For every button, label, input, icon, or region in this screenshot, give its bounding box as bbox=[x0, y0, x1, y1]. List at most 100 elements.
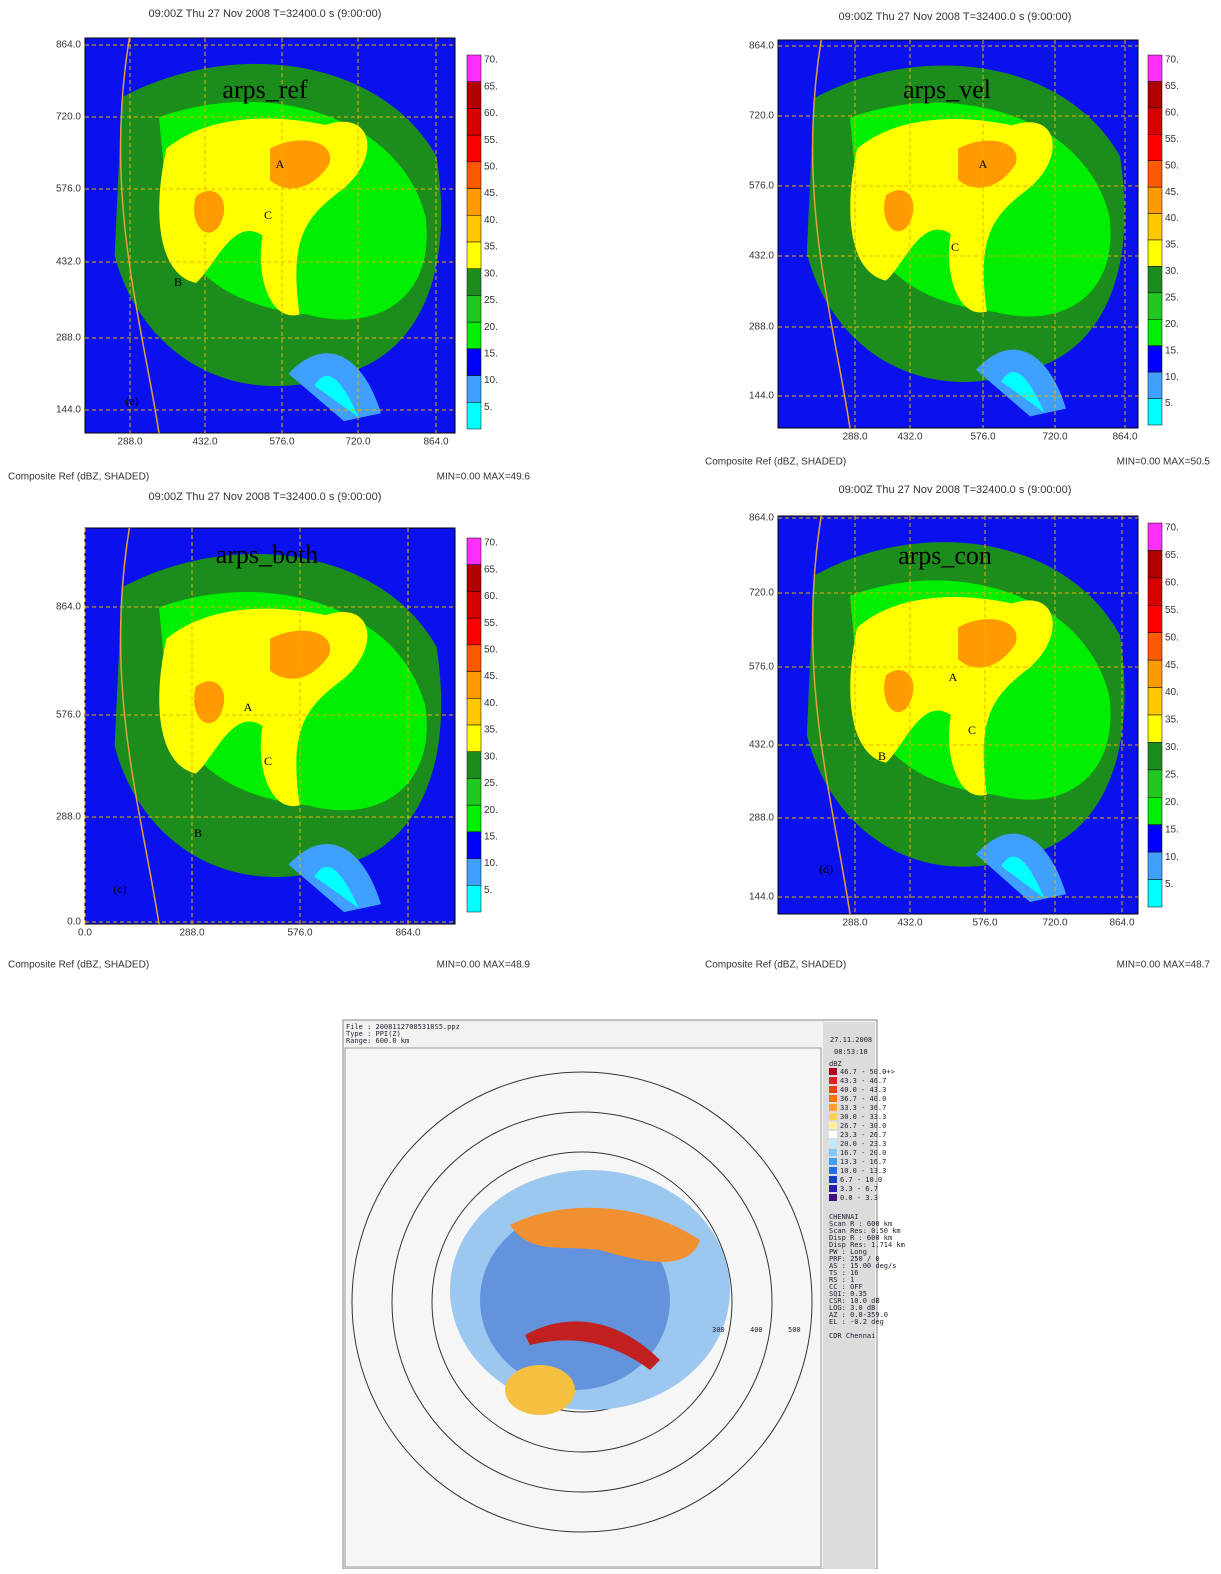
colorbar-label: 55. bbox=[1165, 134, 1179, 145]
colorbar-label: 60. bbox=[1165, 577, 1179, 588]
colorbar-label: 70. bbox=[484, 55, 498, 66]
radar-info: EL : -0.2 deg bbox=[829, 1318, 884, 1326]
colorbar-label: 25. bbox=[484, 295, 498, 306]
y-tick-label: 576.0 bbox=[56, 184, 81, 195]
colorbar-label: 35. bbox=[1165, 240, 1179, 251]
ring-label: 500 bbox=[788, 1326, 801, 1334]
colorbar-cell bbox=[1148, 293, 1162, 319]
colorbar-label: 30. bbox=[1165, 266, 1179, 277]
colorbar-cell bbox=[467, 538, 481, 565]
colorbar-cell bbox=[1148, 108, 1162, 134]
colorbar-label: 20. bbox=[484, 322, 498, 333]
colorbar-cell bbox=[1148, 578, 1162, 605]
point-label: C bbox=[264, 208, 272, 222]
colorbar-label: 40. bbox=[484, 215, 498, 226]
colorbar-cell bbox=[467, 135, 481, 162]
x-tick-label: 720.0 bbox=[1042, 432, 1067, 443]
colorbar-cell bbox=[467, 295, 481, 322]
echo-area bbox=[505, 1365, 575, 1415]
x-tick-label: 288.0 bbox=[117, 437, 142, 448]
footer-left: Composite Ref (dBZ, SHADED) bbox=[8, 960, 149, 971]
legend-unit: dBZ bbox=[829, 1060, 842, 1068]
colorbar-cell bbox=[1148, 742, 1162, 769]
footer-left: Composite Ref (dBZ, SHADED) bbox=[705, 457, 846, 468]
legend-swatch bbox=[829, 1167, 837, 1174]
colorbar-label: 30. bbox=[484, 751, 498, 762]
colorbar-label: 10. bbox=[1165, 852, 1179, 863]
colorbar-cell bbox=[467, 242, 481, 269]
experiment-label: arps_both bbox=[216, 540, 319, 569]
colorbar-label: 60. bbox=[484, 108, 498, 119]
colorbar-cell bbox=[1148, 880, 1162, 907]
colorbar-label: 15. bbox=[484, 348, 498, 359]
x-tick-label: 576.0 bbox=[269, 437, 294, 448]
legend-swatch bbox=[829, 1131, 837, 1138]
legend-label: 33.3 - 36.7 bbox=[840, 1104, 886, 1112]
y-tick-label: 576.0 bbox=[56, 710, 81, 721]
legend-swatch bbox=[829, 1149, 837, 1156]
legend-label: 30.0 - 33.3 bbox=[840, 1113, 886, 1121]
panel: 09:00Z Thu 27 Nov 2008 T=32400.0 s (9:00… bbox=[705, 11, 1210, 468]
legend-swatch bbox=[829, 1194, 837, 1201]
colorbar-label: 5. bbox=[1165, 879, 1173, 890]
point-label: B bbox=[194, 826, 202, 840]
colorbar-cell bbox=[467, 805, 481, 832]
experiment-label: arps_ref bbox=[222, 75, 308, 104]
legend-label: 6.7 - 10.0 bbox=[840, 1176, 882, 1184]
y-tick-label: 864.0 bbox=[56, 602, 81, 613]
legend-label: 43.3 - 46.7 bbox=[840, 1077, 886, 1085]
colorbar-cell bbox=[467, 55, 481, 82]
y-tick-label: 432.0 bbox=[749, 251, 774, 262]
colorbar-label: 65. bbox=[484, 564, 498, 575]
point-label: (a) bbox=[125, 394, 138, 408]
footer-right: MIN=0.00 MAX=49.6 bbox=[437, 472, 531, 483]
colorbar-cell bbox=[1148, 372, 1162, 398]
footer-right: MIN=0.00 MAX=50.5 bbox=[1117, 457, 1211, 468]
colorbar-label: 15. bbox=[484, 831, 498, 842]
x-tick-label: 432.0 bbox=[192, 437, 217, 448]
colorbar-cell bbox=[1148, 715, 1162, 742]
colorbar-label: 35. bbox=[484, 242, 498, 253]
panel-header: 09:00Z Thu 27 Nov 2008 T=32400.0 s (9:00… bbox=[839, 484, 1072, 496]
colorbar-cell bbox=[467, 402, 481, 429]
colorbar-label: 40. bbox=[1165, 687, 1179, 698]
y-tick-label: 144.0 bbox=[56, 405, 81, 416]
colorbar-label: 55. bbox=[484, 618, 498, 629]
legend-swatch bbox=[829, 1140, 837, 1147]
colorbar-label: 15. bbox=[1165, 345, 1179, 356]
colorbar-cell bbox=[1148, 688, 1162, 715]
colorbar-cell bbox=[467, 322, 481, 349]
colorbar-cell bbox=[1148, 770, 1162, 797]
point-label: (d) bbox=[819, 862, 833, 876]
point-label: A bbox=[949, 670, 958, 684]
point-label: A bbox=[276, 157, 285, 171]
y-tick-label: 864.0 bbox=[56, 40, 81, 51]
colorbar-cell bbox=[467, 162, 481, 189]
footer-right: MIN=0.00 MAX=48.7 bbox=[1117, 960, 1211, 971]
y-tick-label: 576.0 bbox=[749, 662, 774, 673]
legend-swatch bbox=[829, 1086, 837, 1093]
colorbar-cell bbox=[467, 189, 481, 216]
colorbar-label: 5. bbox=[484, 402, 492, 413]
colorbar-cell bbox=[467, 108, 481, 135]
colorbar-label: 10. bbox=[484, 858, 498, 869]
colorbar-label: 60. bbox=[484, 591, 498, 602]
point-label: C bbox=[968, 723, 976, 737]
legend-label: 16.7 - 20.0 bbox=[840, 1149, 886, 1157]
colorbar-label: 35. bbox=[484, 725, 498, 736]
legend-label: 26.7 - 30.0 bbox=[840, 1122, 886, 1130]
colorbar-cell bbox=[1148, 161, 1162, 187]
legend-label: 40.0 - 43.3 bbox=[840, 1086, 886, 1094]
x-tick-label: 0.0 bbox=[78, 928, 92, 939]
ring-label: 400 bbox=[750, 1326, 763, 1334]
colorbar-label: 30. bbox=[1165, 742, 1179, 753]
radar-date: 27.11.2008 bbox=[830, 1036, 872, 1044]
colorbar-label: 15. bbox=[1165, 824, 1179, 835]
point-label: (c) bbox=[113, 882, 126, 896]
colorbar-cell bbox=[467, 349, 481, 376]
colorbar-label: 70. bbox=[484, 538, 498, 549]
y-tick-label: 288.0 bbox=[56, 333, 81, 344]
footer-left: Composite Ref (dBZ, SHADED) bbox=[8, 472, 149, 483]
y-tick-label: 720.0 bbox=[749, 111, 774, 122]
colorbar-cell bbox=[1148, 797, 1162, 824]
